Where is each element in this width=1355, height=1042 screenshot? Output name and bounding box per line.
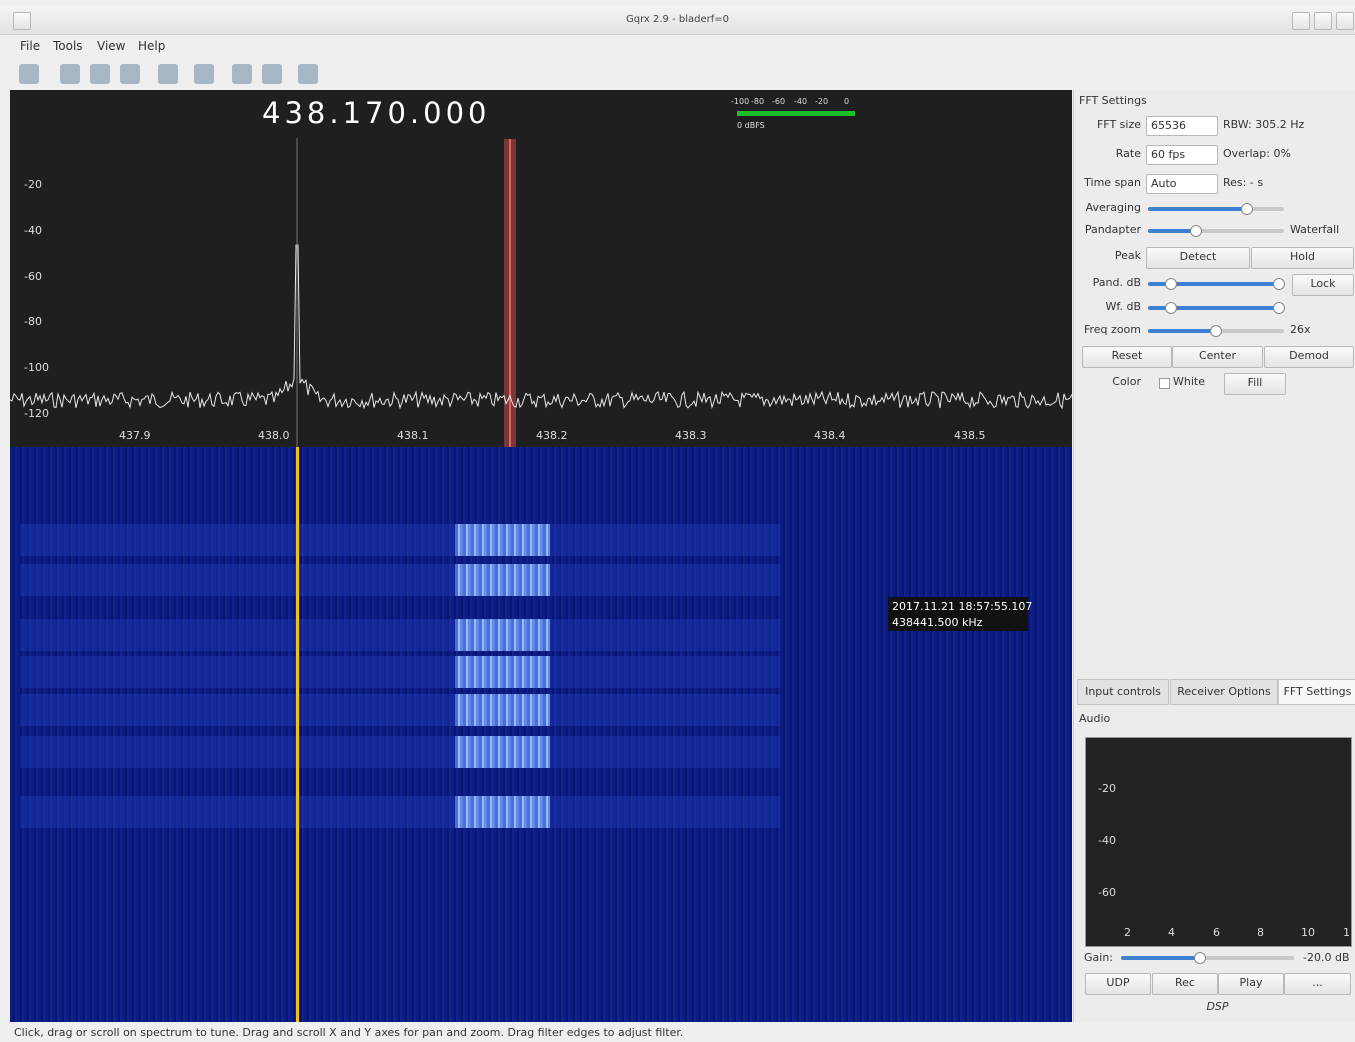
button[interactable]: Hold	[1251, 247, 1354, 269]
menu-item[interactable]: View	[97, 39, 125, 53]
audio-button[interactable]: ...	[1284, 973, 1351, 995]
info-text: Waterfall	[1290, 223, 1339, 236]
waterfall-band	[20, 796, 780, 828]
button[interactable]: Center	[1172, 346, 1263, 368]
toolbar-button[interactable]	[120, 64, 140, 84]
slider-handle[interactable]	[1241, 203, 1253, 215]
toolbar-button[interactable]	[194, 64, 214, 84]
field-label: Pand. dB	[1073, 276, 1141, 289]
button[interactable]: Fill	[1224, 373, 1286, 395]
tooltip-freq: 438441.500 kHz	[892, 616, 982, 629]
toolbar-button[interactable]	[298, 64, 318, 84]
audio-y-tick: -40	[1098, 834, 1116, 847]
toolbar-button[interactable]	[158, 64, 178, 84]
audio-button[interactable]: UDP	[1085, 973, 1151, 995]
slider-fill	[1148, 229, 1196, 233]
gain-value: -20.0 dB	[1303, 951, 1350, 964]
waterfall-burst	[455, 736, 550, 768]
toolbar-button[interactable]	[262, 64, 282, 84]
tab[interactable]: Input controls	[1077, 679, 1169, 705]
button[interactable]: Demod	[1264, 346, 1354, 368]
waterfall-burst	[455, 524, 550, 556]
field-label: Wf. dB	[1073, 300, 1141, 313]
combo-box[interactable]: 65536	[1146, 116, 1218, 136]
info-text: Overlap: 0%	[1223, 147, 1291, 160]
dsp-label: DSP	[1085, 1000, 1350, 1013]
waterfall-band	[20, 736, 780, 768]
toolbar-button[interactable]	[19, 64, 39, 84]
waterfall-band	[20, 694, 780, 726]
audio-x-tick: 6	[1213, 926, 1220, 939]
toolbar-button[interactable]	[232, 64, 252, 84]
waterfall-burst	[455, 694, 550, 726]
field-label: Color	[1073, 375, 1141, 388]
waterfall-band	[20, 564, 780, 596]
gain-label: Gain:	[1084, 951, 1113, 964]
toolbar-button[interactable]	[90, 64, 110, 84]
waterfall-burst	[455, 656, 550, 688]
field-label: Peak	[1073, 249, 1141, 262]
info-text: 26x	[1290, 323, 1311, 336]
combo-box[interactable]: 60 fps	[1146, 145, 1218, 165]
checkbox[interactable]	[1159, 378, 1170, 389]
audio-y-tick: -60	[1098, 886, 1116, 899]
slider-handle[interactable]	[1165, 278, 1177, 290]
audio-title: Audio	[1079, 712, 1110, 725]
maximize-button[interactable]	[1314, 12, 1332, 30]
info-text: Res: - s	[1223, 176, 1263, 189]
combo-box[interactable]: Auto	[1146, 174, 1218, 194]
slider-handle[interactable]	[1194, 952, 1206, 964]
audio-x-tick: 8	[1257, 926, 1264, 939]
slider-fill	[1121, 956, 1200, 960]
audio-button[interactable]: Play	[1218, 973, 1284, 995]
field-label: Freq zoom	[1073, 323, 1141, 336]
field-label: Pandapter	[1073, 223, 1141, 236]
audio-x-tick: 2	[1124, 926, 1131, 939]
slider-handle[interactable]	[1273, 302, 1285, 314]
tab[interactable]: FFT Settings	[1278, 679, 1355, 705]
waterfall-band	[20, 524, 780, 556]
tooltip-time: 2017.11.21 18:57:55.107	[892, 600, 1032, 613]
audio-x-tick: 4	[1168, 926, 1175, 939]
waterfall-burst	[455, 796, 550, 828]
audio-y-tick: -20	[1098, 782, 1116, 795]
slider-fill	[1148, 207, 1247, 211]
slider-handle[interactable]	[1190, 225, 1202, 237]
close-button[interactable]	[1336, 12, 1354, 30]
app-window: Gqrx 2.9 - bladerf=0 File Tools View Help 438…	[0, 0, 1355, 1042]
spectrum-trace	[10, 90, 1072, 447]
waterfall-burst	[455, 564, 550, 596]
waterfall-band	[20, 619, 780, 651]
button[interactable]: Lock	[1292, 274, 1354, 296]
tab[interactable]: Receiver Options	[1170, 679, 1278, 705]
audio-plot	[1085, 737, 1352, 947]
field-label: Rate	[1073, 147, 1141, 160]
tuning-line	[296, 447, 299, 1022]
panel-title: FFT Settings	[1079, 94, 1147, 107]
menu-item[interactable]: Help	[138, 39, 165, 53]
menu-item[interactable]: Tools	[53, 39, 83, 53]
waterfall-band	[20, 656, 780, 688]
audio-x-tick: 1	[1343, 926, 1350, 939]
audio-button[interactable]: Rec	[1152, 973, 1218, 995]
slider-fill	[1148, 329, 1216, 333]
window-title: Gqrx 2.9 - bladerf=0	[0, 14, 1355, 25]
slider-handle[interactable]	[1273, 278, 1285, 290]
minimize-button[interactable]	[1292, 12, 1310, 30]
field-label: Averaging	[1073, 201, 1141, 214]
status-bar: Click, drag or scroll on spectrum to tun…	[14, 1026, 683, 1039]
button[interactable]: Detect	[1146, 247, 1250, 269]
button[interactable]: Reset	[1082, 346, 1172, 368]
waterfall-burst	[455, 619, 550, 651]
slider-handle[interactable]	[1210, 325, 1222, 337]
field-label: FFT size	[1073, 118, 1141, 131]
info-text: RBW: 305.2 Hz	[1223, 118, 1304, 131]
slider-handle[interactable]	[1165, 302, 1177, 314]
info-text: White	[1173, 375, 1205, 388]
field-label: Time span	[1073, 176, 1141, 189]
audio-x-tick: 10	[1301, 926, 1315, 939]
toolbar-button[interactable]	[60, 64, 80, 84]
menu-item[interactable]: File	[20, 39, 40, 53]
